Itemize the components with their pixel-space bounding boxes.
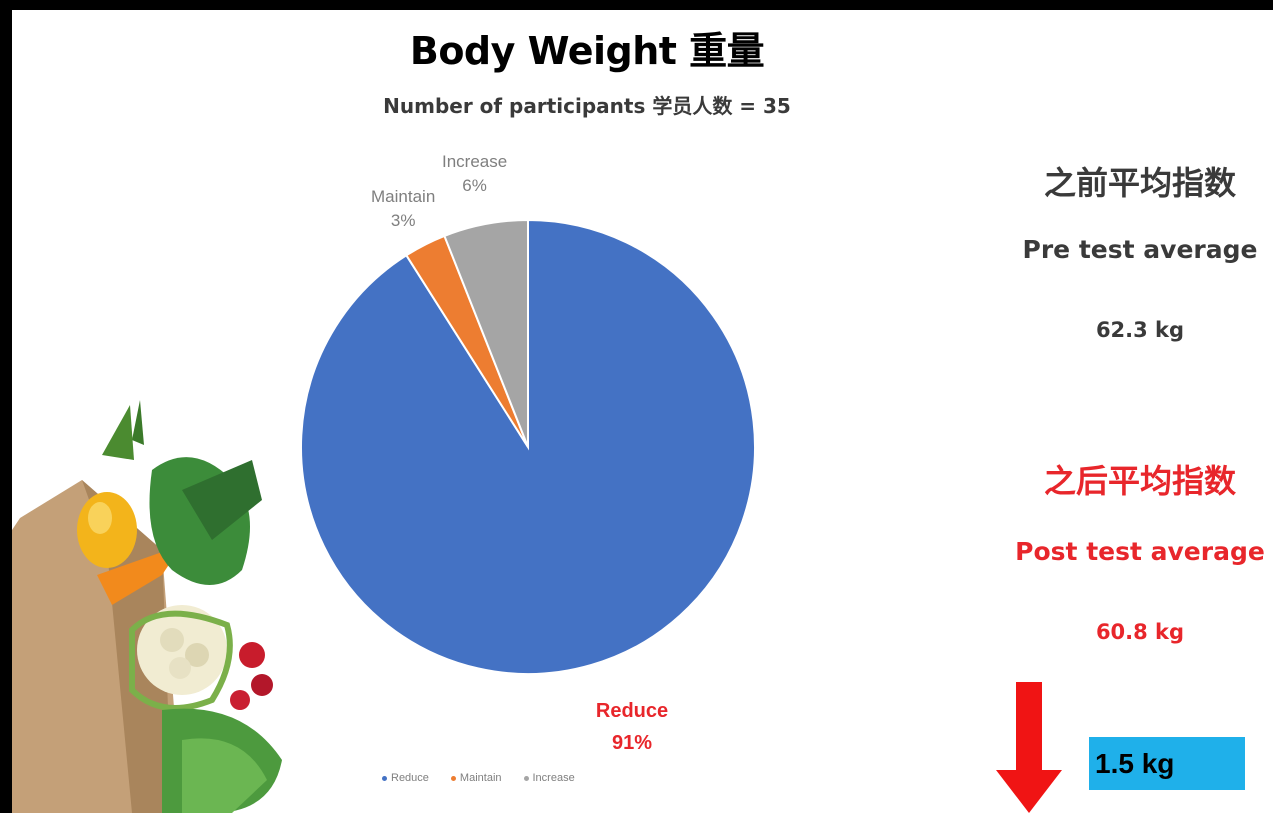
slice-value-reduce: 91% <box>612 732 652 754</box>
legend-swatch-increase <box>523 775 529 781</box>
pre-test-label-en: Pre test average <box>1022 235 1258 264</box>
legend-label-maintain: Maintain <box>459 772 502 784</box>
post-test-label-en: Post test average <box>1015 537 1265 566</box>
pie-slice-increase <box>443 218 529 448</box>
legend-item-reduce: Reduce <box>382 772 429 784</box>
pre-test-label-cn: 之前平均指数 <box>1043 164 1236 202</box>
slice-value-increase: 6% <box>462 176 487 195</box>
post-test-label-cn: 之后平均指数 <box>1043 462 1236 500</box>
legend-swatch-reduce <box>382 775 387 781</box>
slice-value-maintain: 3% <box>391 211 416 230</box>
legend-swatch-maintain <box>450 775 456 781</box>
pie-chart: Reduce 91% Maintain 3% Increase 6% <box>300 152 756 754</box>
vegetable-bag-image <box>12 400 282 813</box>
slice-label-reduce: Reduce <box>596 700 668 722</box>
pre-test-value: 62.3 kg <box>1095 318 1185 342</box>
legend-item-increase: Increase <box>523 772 575 784</box>
down-arrow-icon <box>996 682 1062 813</box>
legend-label-increase: Increase <box>532 772 575 784</box>
chart-subtitle: Number of participants 学员人数 = 35 <box>383 94 791 118</box>
slice-label-maintain: Maintain <box>371 187 435 206</box>
legend-label-reduce: Reduce <box>391 772 429 784</box>
legend-item-maintain: Maintain <box>450 772 502 784</box>
weight-change-badge: 1.5 kg <box>1089 737 1245 790</box>
chart-legend: Reduce Maintain Increase <box>382 772 575 784</box>
slide: Body Weight 重量 Number of participants 学员… <box>12 10 1273 813</box>
post-test-value: 60.8 kg <box>1095 620 1185 644</box>
slice-label-increase: Increase <box>442 152 507 171</box>
chart-title: Body Weight 重量 <box>409 29 765 73</box>
